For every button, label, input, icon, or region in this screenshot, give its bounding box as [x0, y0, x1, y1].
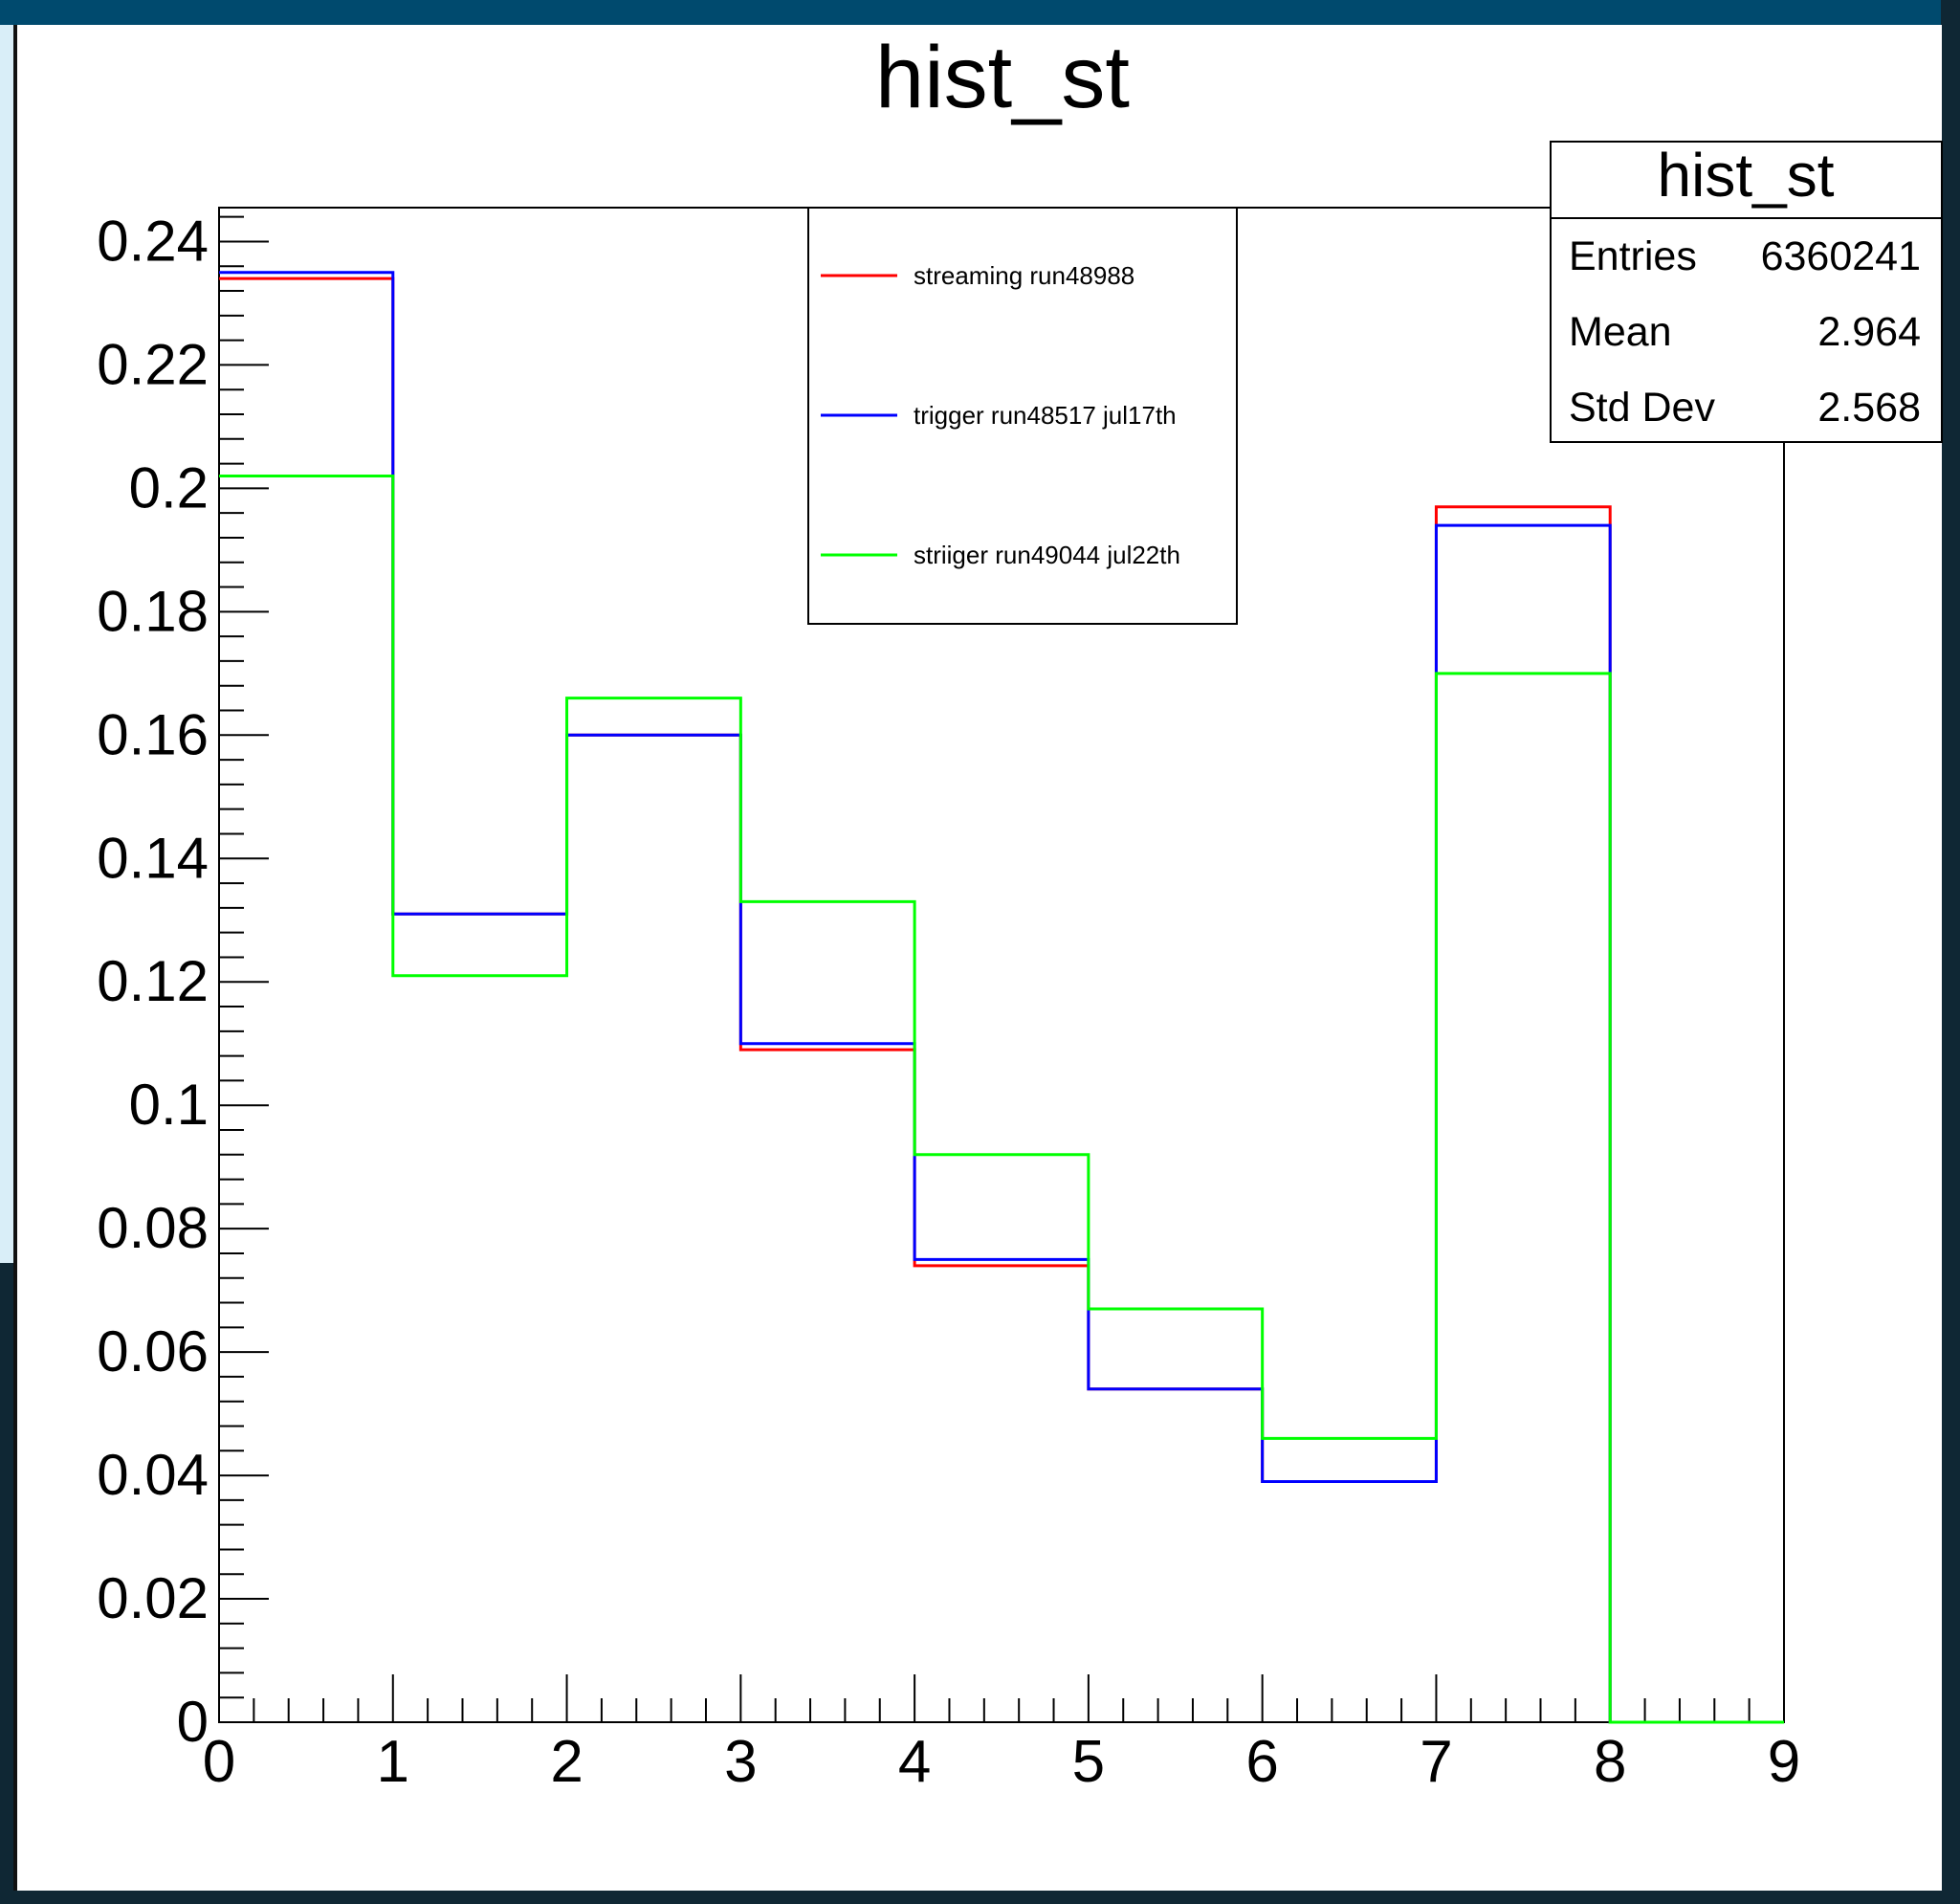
stats-row-label: Std Dev [1569, 385, 1715, 431]
y-tick-label: 0.02 [97, 1566, 209, 1630]
legend-entries: streaming run48988 trigger run48517 jul17… [821, 261, 1180, 569]
stats-row-value: 2.964 [1817, 309, 1921, 355]
legend-label: streaming run48988 [914, 261, 1134, 290]
y-tick-label: 0.14 [97, 826, 209, 890]
y-tick-label: 0.1 [129, 1073, 209, 1137]
y-tick-label: 0.08 [97, 1196, 209, 1260]
x-tick-label: 7 [1420, 1729, 1452, 1795]
chart-title: hist_st [875, 29, 1130, 126]
legend-label: striiger run49044 jul22th [914, 541, 1180, 569]
frame-left-bar [0, 1263, 13, 1904]
stats-box-title: hist_st [1658, 141, 1835, 210]
x-tick-label: 2 [550, 1729, 583, 1795]
x-tick-label: 1 [377, 1729, 409, 1795]
stats-rows: Entries 6360241 Mean 2.964 Std Dev 2.568 [1569, 233, 1921, 431]
stats-row-label: Mean [1569, 309, 1672, 355]
stats-box: hist_st Entries 6360241 Mean 2.964 Std Dev 2.… [1550, 141, 1943, 443]
y-tick-label: 0.24 [97, 209, 209, 273]
axis-ticks [218, 215, 1785, 1723]
y-tick-label: 0.22 [97, 332, 209, 396]
y-tick-label: 0.18 [97, 579, 209, 643]
x-tick-labels: 0 1 2 3 4 5 6 7 8 9 [203, 1729, 1800, 1795]
frame-top-bar [0, 0, 1960, 25]
y-tick-label: 0.06 [97, 1319, 209, 1384]
stats-box-frame [1550, 141, 1943, 443]
y-tick-label: 0.16 [97, 702, 209, 766]
y-tick-labels: 0 0.02 0.04 0.06 0.08 0.1 0.12 0.14 0.16 0.18 0.2 0… [97, 209, 209, 1754]
legend: streaming run48988 trigger run48517 jul17… [807, 207, 1238, 625]
x-tick-label: 5 [1072, 1729, 1105, 1795]
x-tick-label: 3 [724, 1729, 757, 1795]
series-line [219, 271, 1784, 1724]
x-tick-label: 8 [1594, 1729, 1626, 1795]
y-tick-label: 0.2 [129, 455, 209, 520]
series-lines [219, 271, 1784, 1724]
x-tick-label: 0 [203, 1729, 235, 1795]
stats-row-label: Entries [1569, 233, 1697, 279]
stats-row-value: 6360241 [1761, 233, 1921, 279]
stats-row-value: 2.568 [1817, 385, 1921, 431]
series-line [219, 474, 1784, 1724]
y-tick-label: 0.04 [97, 1443, 209, 1507]
frame-right-bar [1941, 0, 1960, 1904]
y-tick-label: 0.12 [97, 949, 209, 1013]
frame-bottom-bar [0, 1891, 1960, 1904]
y-tick-label: 0 [177, 1690, 209, 1754]
x-tick-label: 6 [1245, 1729, 1278, 1795]
legend-label: trigger run48517 jul17th [914, 401, 1177, 430]
x-tick-label: 9 [1768, 1729, 1800, 1795]
x-tick-label: 4 [898, 1729, 931, 1795]
